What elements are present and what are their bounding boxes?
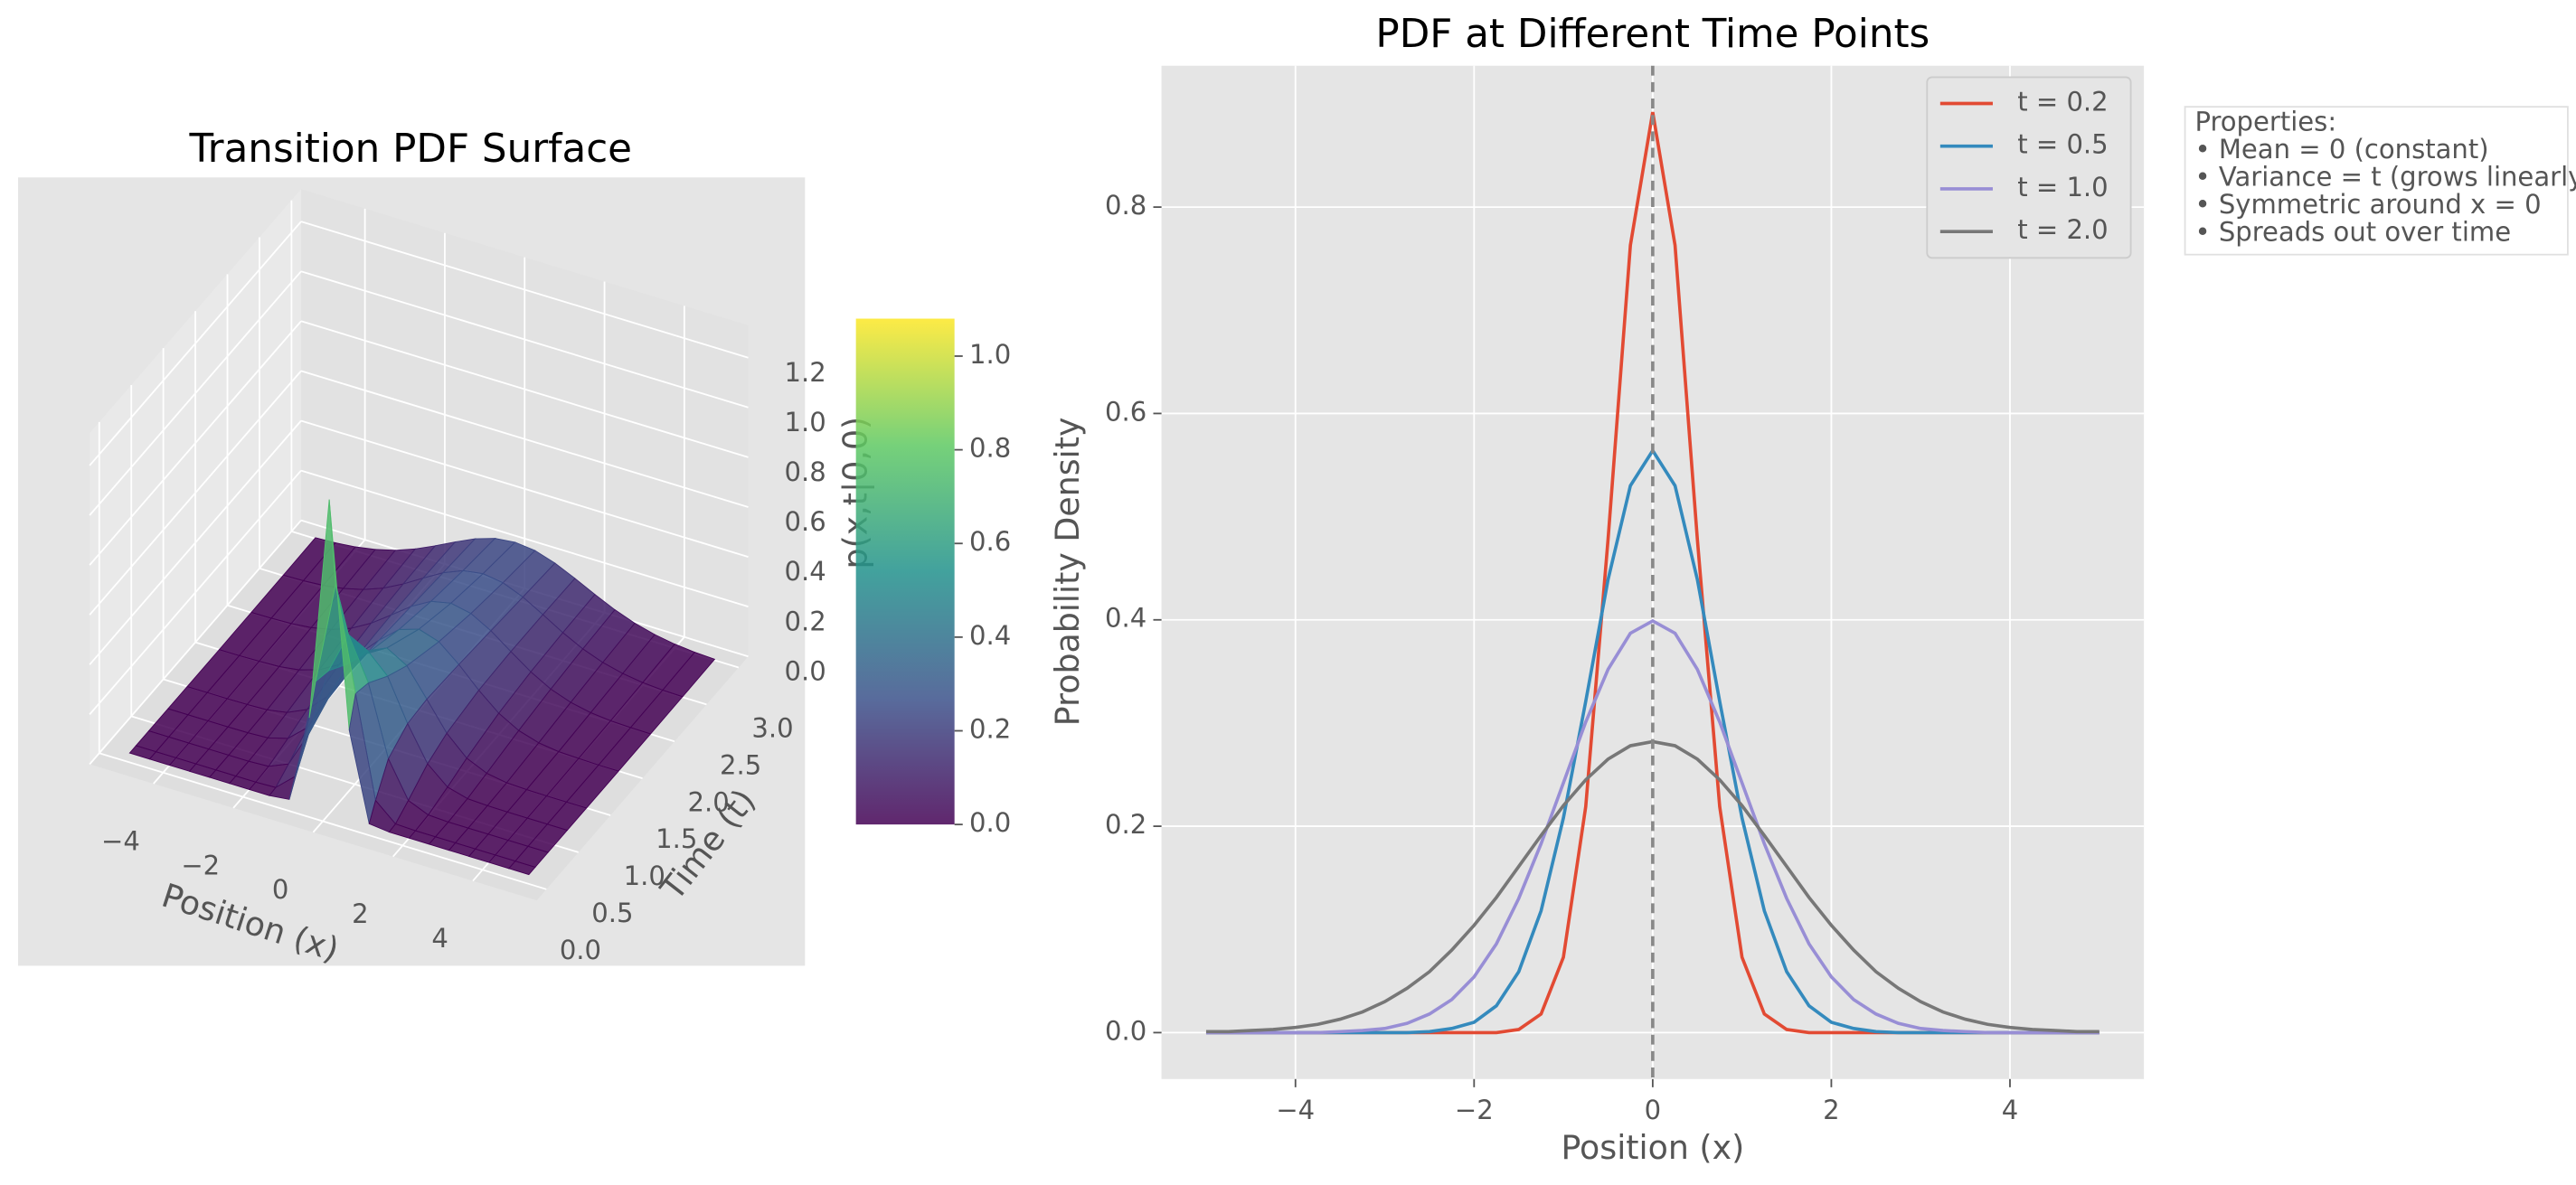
y-tick-label: 0.6	[1105, 396, 1146, 427]
x-tick-label: 2	[352, 898, 369, 929]
line-x-label: Position (x)	[1561, 1128, 1744, 1167]
y-tick-label: 0.2	[1105, 809, 1146, 840]
grid-line	[89, 520, 302, 766]
legend-label: t = 0.2	[2017, 86, 2108, 117]
legend-label: t = 2.0	[2017, 214, 2108, 245]
z-tick-label: 0.0	[784, 655, 826, 686]
x-tick-label: −4	[101, 825, 140, 856]
surface-cell	[508, 861, 536, 876]
x-tick-label: 0	[272, 874, 289, 905]
grid-line	[89, 221, 302, 466]
annotation-line: • Variance = t (grows linearly)	[2194, 161, 2576, 192]
x-tick-label: 4	[431, 923, 448, 954]
colorbar-tick-label: 0.6	[969, 526, 1011, 557]
surface-title: Transition PDF Surface	[188, 127, 632, 172]
y-tick-label: 0.5	[591, 898, 633, 928]
z-tick-label: 0.4	[784, 556, 826, 587]
annotation-line: • Mean = 0 (constant)	[2194, 134, 2488, 165]
z-tick-label: 1.0	[784, 407, 826, 437]
y-tick-label: 0.8	[1105, 190, 1146, 221]
grid-line	[300, 221, 749, 359]
grid-line	[300, 270, 749, 409]
z-tick-label: 1.2	[784, 357, 826, 388]
legend-label: t = 1.0	[2017, 172, 2108, 202]
grid-line	[300, 320, 749, 458]
y-tick-label: 1.0	[624, 861, 665, 891]
y-tick-label: 2.0	[688, 786, 730, 817]
y-tick-label: 0.4	[1105, 603, 1146, 634]
grid-line	[300, 469, 749, 608]
annotation-box	[2184, 106, 2569, 256]
grid-line	[99, 752, 547, 890]
y-tick-label: 1.5	[656, 823, 697, 854]
grid-line	[89, 469, 302, 715]
grid-line	[300, 419, 749, 558]
colorbar-tick-label: 1.0	[969, 339, 1011, 370]
y-tick-label: 3.0	[751, 713, 793, 744]
y-tick-label: 0.0	[1105, 1015, 1146, 1046]
x-tick-label: −2	[181, 850, 220, 880]
grid-line	[300, 370, 749, 508]
colorbar-tick-label: 0.2	[969, 714, 1011, 745]
y-tick-label: 0.0	[560, 935, 601, 965]
x-tick-label: 4	[2002, 1095, 2019, 1125]
grid-line	[89, 320, 302, 566]
x-tick-label: −4	[1276, 1095, 1315, 1125]
line-series	[1205, 618, 2099, 1035]
y-tick-label: 2.5	[720, 749, 761, 780]
annotation-line: • Spreads out over time	[2194, 216, 2511, 247]
x-tick-label: −2	[1455, 1095, 1494, 1125]
line-y-label: Probability Density	[1048, 417, 1087, 726]
line-title: PDF at Different Time Points	[1375, 12, 1930, 57]
x-tick-label: 2	[1823, 1095, 1839, 1125]
colorbar-tick-label: 0.0	[969, 807, 1011, 838]
grid-line	[89, 419, 302, 665]
z-tick-label: 0.6	[784, 506, 826, 537]
legend-label: t = 0.5	[2017, 129, 2108, 160]
colorbar-tick-label: 0.8	[969, 433, 1011, 464]
z-tick-label: 0.8	[784, 456, 826, 487]
grid-line	[89, 270, 302, 516]
grid-line	[89, 370, 302, 616]
legend	[1926, 76, 2132, 259]
x-tick-label: 0	[1645, 1095, 1662, 1125]
colorbar	[855, 318, 955, 825]
z-tick-label: 0.2	[784, 606, 826, 636]
colorbar-tick-label: 0.4	[969, 620, 1011, 651]
annotation-line: • Symmetric around x = 0	[2194, 189, 2541, 220]
annotation-line: Properties:	[2194, 106, 2336, 136]
